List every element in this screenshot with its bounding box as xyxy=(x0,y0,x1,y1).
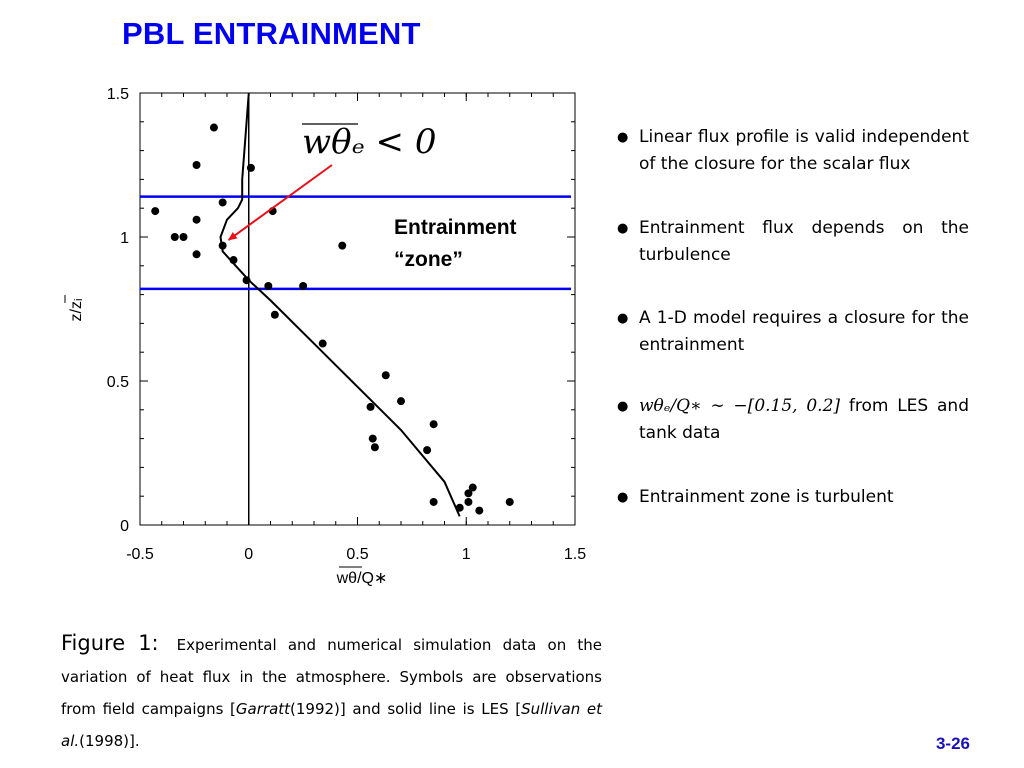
formula-arrow xyxy=(227,164,333,241)
entrainment-zone-label-line1: Entrainment xyxy=(394,216,517,239)
flux-ratio-formula: wθₑ/Q∗ ∼ −[0.15, 0.2] xyxy=(639,396,841,416)
entrainment-flux-formula: wθₑ < 0 xyxy=(302,122,436,162)
observation-point xyxy=(464,489,473,498)
observation-point xyxy=(270,310,279,319)
observation-point xyxy=(368,434,377,443)
observation-point xyxy=(192,215,201,224)
x-tick-label: -0.5 xyxy=(126,546,154,563)
observation-point xyxy=(299,281,308,290)
observation-point xyxy=(338,241,347,250)
y-tick-label: 0.5 xyxy=(107,374,129,391)
bullet-list: Linear flux profile is valid independent… xyxy=(617,124,969,511)
observation-point xyxy=(229,256,238,265)
observation-point xyxy=(505,497,514,506)
figure-label: Figure 1: xyxy=(61,631,159,655)
observation-point xyxy=(218,198,227,207)
bullet-item: wθₑ/Q∗ ∼ −[0.15, 0.2] from LES and tank … xyxy=(617,393,969,447)
observation-point xyxy=(264,281,273,290)
bullet-item: Entrainment flux depends on the turbulen… xyxy=(617,215,969,269)
observation-point xyxy=(170,233,179,241)
observation-point xyxy=(246,163,255,172)
entrainment-zone-label-line2: “zone” xyxy=(394,248,463,271)
observation-point xyxy=(475,506,484,515)
figure-caption: Figure 1: Experimental and numerical simu… xyxy=(61,631,602,750)
y-tick-label: 1.5 xyxy=(107,86,129,103)
axis-ticks xyxy=(139,92,576,526)
entrainment-zone-boundaries xyxy=(140,195,571,291)
citation-sullivan: Sullivan et al. xyxy=(61,700,602,750)
observation-point xyxy=(455,503,464,512)
observation-point xyxy=(192,250,201,259)
observation-point xyxy=(218,241,227,250)
observation-point xyxy=(242,276,251,285)
bullet-item: A 1-D model requires a closure for the e… xyxy=(617,305,969,359)
observation-point xyxy=(429,497,438,506)
observation-point xyxy=(151,207,160,216)
y-tick-label: 0 xyxy=(120,518,129,535)
x-tick-label: 1 xyxy=(462,546,471,563)
observation-point xyxy=(179,233,188,241)
citation-garratt: Garratt xyxy=(235,700,291,718)
x-tick-label: 0 xyxy=(244,546,253,563)
observation-points xyxy=(151,123,514,515)
x-tick-label: 1.5 xyxy=(564,546,586,563)
y-axis-label: z/zᵢ xyxy=(68,299,85,322)
y-tick-label: 1 xyxy=(120,230,129,247)
observation-point xyxy=(464,497,473,506)
bullet-item: Entrainment zone is turbulent xyxy=(617,484,969,511)
tick-labels: -0.5 0 0.5 1 1.5 0 0.5 1 1.5 xyxy=(107,86,586,563)
observation-point xyxy=(192,161,201,169)
observation-point xyxy=(429,420,438,429)
page-number: 3-26 xyxy=(935,734,970,753)
observation-point xyxy=(468,483,477,492)
les-profile-line xyxy=(219,92,461,517)
observation-point xyxy=(318,339,327,348)
observation-point xyxy=(423,446,432,455)
x-axis-label: wθ/Q∗ xyxy=(336,570,388,587)
observation-point xyxy=(366,402,375,411)
observation-point xyxy=(370,443,379,452)
observation-point xyxy=(209,123,218,132)
bullet-item: Linear flux profile is valid independent… xyxy=(617,124,969,178)
slide-title: PBL ENTRAINMENT xyxy=(122,16,421,51)
observation-point xyxy=(397,397,405,406)
flux-profile-chart: -0.5 0 0.5 1 1.500.511.5 wθ/Q∗ z/zᵢ wθₑ < 0 … xyxy=(64,86,586,587)
observation-point xyxy=(381,371,390,380)
x-tick-label: 0.5 xyxy=(346,546,368,563)
